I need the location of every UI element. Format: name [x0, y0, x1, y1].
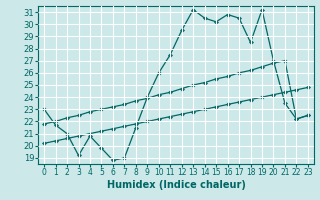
X-axis label: Humidex (Indice chaleur): Humidex (Indice chaleur) [107, 180, 245, 190]
